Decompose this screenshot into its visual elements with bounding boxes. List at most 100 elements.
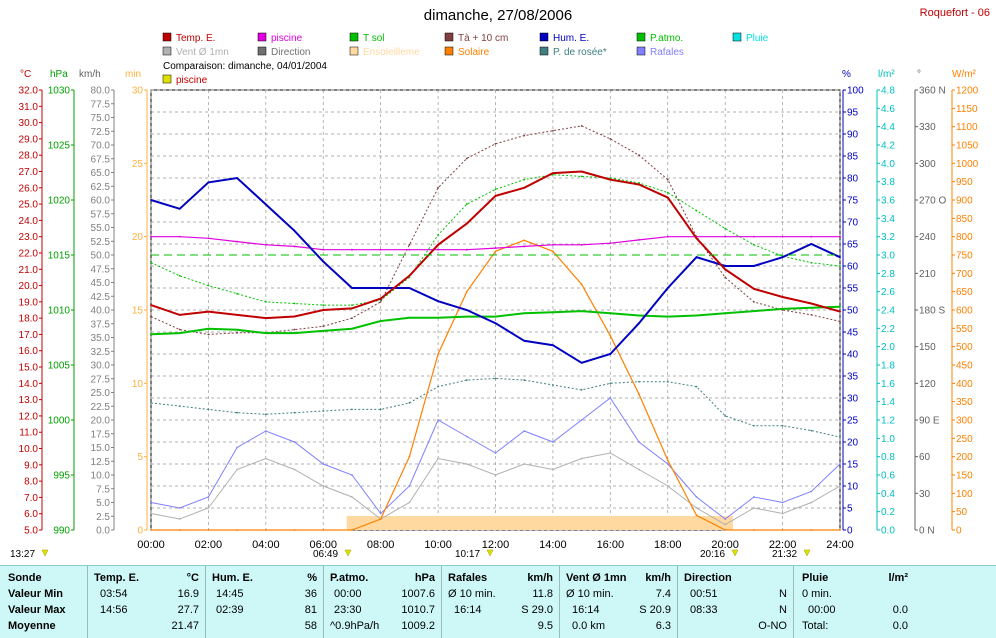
data-point-t-sol bbox=[580, 175, 583, 178]
data-point-rafales bbox=[379, 512, 382, 515]
solar-axis-tick-label: 1150 bbox=[956, 104, 978, 115]
data-point-rafales bbox=[552, 441, 554, 443]
gust-avg10-label: Ø 10 min. bbox=[448, 588, 496, 600]
wind-axis-tick-label: 17.5 bbox=[91, 429, 111, 440]
solar-axis-tick-label: 950 bbox=[956, 177, 973, 188]
data-point-p-de-ros-e bbox=[236, 411, 239, 414]
legend-label: P.atmo. bbox=[650, 33, 683, 44]
data-point-p-de-ros-e bbox=[724, 415, 727, 417]
sun-marker-icon bbox=[344, 549, 352, 557]
summary-col-gust: Rafales km/h Ø 10 min. 11.8 16:14 S 29.0… bbox=[442, 566, 560, 638]
legend-swatch bbox=[732, 32, 742, 42]
data-point-piscine bbox=[609, 242, 612, 245]
data-point-rafales bbox=[580, 419, 583, 421]
data-point-rafales bbox=[293, 441, 296, 443]
summary-col-temp: Temp. E. °C 03:54 16.9 14:56 27.7 21.47 bbox=[88, 566, 206, 638]
data-point-vent-1mn bbox=[236, 468, 239, 471]
press-unit: hPa bbox=[414, 572, 435, 584]
data-point-piscine bbox=[839, 235, 841, 238]
comparison-legend-label: piscine bbox=[176, 75, 208, 86]
x-tick-label: 12:00 bbox=[482, 539, 510, 551]
wind-axis-tick-label: 75.0 bbox=[91, 113, 111, 124]
data-point-t-10-cm bbox=[609, 137, 612, 140]
data-point-hum-e bbox=[351, 287, 353, 289]
data-point-solaire bbox=[494, 250, 497, 253]
temp-axis-tick-label: 17.0 bbox=[19, 330, 39, 341]
wind-axis-tick-label: 80.0 bbox=[91, 86, 111, 97]
gust-avg: 9.5 bbox=[537, 620, 553, 632]
gust-header: Rafales bbox=[448, 572, 488, 584]
temp-axis-tick-label: 29.0 bbox=[19, 134, 39, 145]
hum-axis-tick-label: 65 bbox=[847, 240, 859, 251]
event-markers: 13:27 06:49 10:17 20:16 21:32 bbox=[10, 549, 811, 560]
gust-max: S 29.0 bbox=[521, 604, 553, 616]
data-point-p-de-ros-e bbox=[437, 385, 439, 388]
data-point-p-de-ros-e bbox=[580, 388, 583, 391]
data-point-hum-e bbox=[552, 344, 554, 347]
data-point-p-atmo bbox=[236, 328, 239, 331]
solar-axis-tick-label: 550 bbox=[956, 324, 973, 335]
legend-swatch bbox=[444, 46, 454, 56]
solar-axis-tick-label: 0 bbox=[956, 526, 962, 537]
hum-axis-tick-label: 90 bbox=[847, 130, 859, 141]
data-point-p-atmo bbox=[638, 314, 640, 317]
hum-min-time: 14:45 bbox=[216, 588, 244, 600]
data-point-temp-e bbox=[781, 296, 784, 298]
x-tick-label: 22:00 bbox=[769, 539, 797, 551]
data-point-temp-e bbox=[552, 172, 554, 175]
solar-axis-tick-label: 650 bbox=[956, 287, 973, 298]
dir-value-1: N bbox=[779, 588, 787, 600]
data-point-p-atmo bbox=[264, 332, 267, 334]
data-point-hum-e bbox=[724, 265, 727, 267]
hum-axis-tick-label: 25 bbox=[847, 416, 859, 427]
data-point-p-atmo bbox=[609, 312, 612, 315]
summary-col-dir: Direction 00:51 N 08:33 N O-NO bbox=[678, 566, 794, 638]
rain-axis-tick-label: 4.2 bbox=[881, 141, 895, 152]
data-point-piscine bbox=[379, 248, 382, 251]
x-tick-label: 18:00 bbox=[654, 539, 682, 551]
data-point-p-atmo bbox=[666, 315, 669, 318]
temp-min-time: 03:54 bbox=[100, 588, 128, 600]
wind-axis-tick-label: 37.5 bbox=[91, 319, 111, 330]
data-point-vent-1mn bbox=[810, 501, 813, 504]
press-header: P.atmo. bbox=[330, 572, 369, 584]
temp-axis-tick-label: 15.0 bbox=[19, 363, 39, 374]
data-point-temp-e bbox=[236, 313, 239, 316]
hum-axis-tick-label: 60 bbox=[847, 262, 859, 273]
temp-axis-tick-label: 13.0 bbox=[19, 395, 39, 406]
rain-axis-tick-label: 2.4 bbox=[881, 306, 895, 317]
data-point-piscine bbox=[351, 248, 353, 251]
data-point-solaire bbox=[609, 334, 612, 337]
wind-axis-unit: km/h bbox=[79, 69, 101, 80]
event-time-label: 06:49 bbox=[313, 549, 338, 560]
data-point-vent-1mn bbox=[264, 457, 267, 460]
rain-axis-tick-label: 3.8 bbox=[881, 177, 895, 188]
wind-max-time: 16:14 bbox=[572, 604, 600, 616]
data-point-p-de-ros-e bbox=[408, 401, 411, 404]
data-point-piscine bbox=[264, 243, 267, 246]
data-point-rafales bbox=[264, 430, 267, 432]
data-point-piscine bbox=[494, 247, 497, 249]
temp-axis-tick-label: 32.0 bbox=[19, 86, 39, 97]
solar-axis-tick-label: 450 bbox=[956, 361, 973, 372]
rain-duration: 0 min. bbox=[802, 588, 832, 600]
summary-col-hum: Hum. E. % 14:45 36 02:39 81 58 bbox=[206, 566, 324, 638]
temp-axis-tick-label: 9.0 bbox=[24, 460, 38, 471]
hum-axis-tick-label: 75 bbox=[847, 196, 859, 207]
data-point-vent-1mn bbox=[178, 518, 181, 520]
rain-axis-tick-label: 3.6 bbox=[881, 196, 895, 207]
wind-axis-tick-label: 35.0 bbox=[91, 333, 111, 344]
comparison-legend-item: piscine bbox=[162, 74, 208, 86]
data-point-p-atmo bbox=[351, 327, 353, 330]
data-point-temp-e bbox=[408, 274, 411, 277]
data-point-hum-e bbox=[150, 199, 152, 201]
data-point-p-de-ros-e bbox=[465, 379, 468, 381]
solar-axis-tick-label: 300 bbox=[956, 416, 973, 427]
data-point-p-atmo bbox=[322, 330, 325, 332]
data-point-p-atmo bbox=[150, 333, 152, 336]
temp-axis-unit: °C bbox=[20, 69, 31, 80]
dir-axis-tick-label: 360 N bbox=[919, 86, 946, 97]
legend-label: Hum. E. bbox=[553, 33, 589, 44]
temp-axis-tick-label: 21.0 bbox=[19, 265, 39, 276]
dir-axis-tick-label: 240 bbox=[919, 232, 936, 243]
